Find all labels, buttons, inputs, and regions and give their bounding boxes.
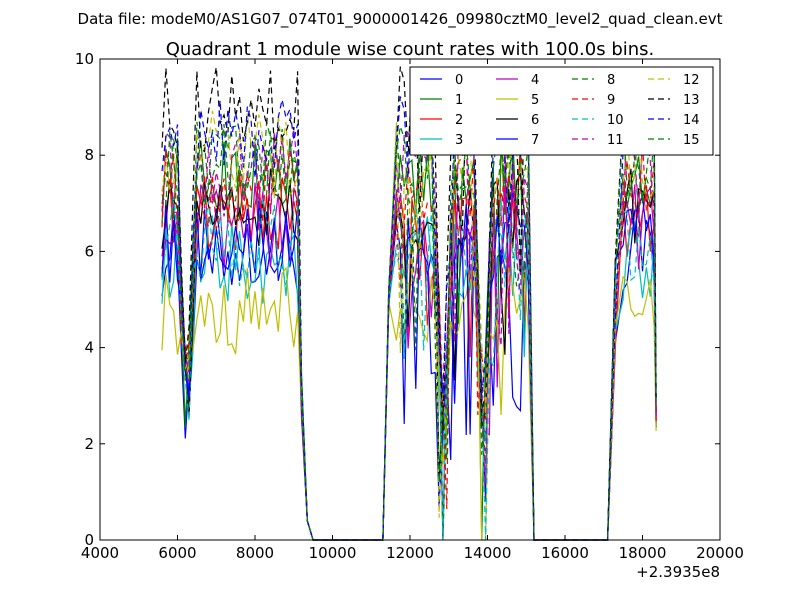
x-tick-label: 8000 bbox=[236, 544, 274, 562]
legend-label-3: 3 bbox=[455, 133, 463, 148]
legend-label-9: 9 bbox=[607, 93, 615, 108]
y-tick-label: 10 bbox=[75, 50, 94, 68]
data-file-label: Data file: modeM0/AS1G07_074T01_90000014… bbox=[78, 10, 723, 29]
x-tick-label: 6000 bbox=[158, 544, 196, 562]
legend-label-10: 10 bbox=[607, 113, 624, 128]
series-line-9 bbox=[161, 143, 657, 541]
legend-box bbox=[409, 66, 714, 156]
x-tick-label: 18000 bbox=[619, 544, 667, 562]
legend-label-12: 12 bbox=[683, 73, 700, 88]
series-line-15 bbox=[161, 114, 657, 541]
x-tick-label: 14000 bbox=[464, 544, 512, 562]
legend-label-13: 13 bbox=[683, 93, 700, 108]
legend-label-11: 11 bbox=[607, 133, 624, 148]
legend-label-2: 2 bbox=[455, 113, 463, 128]
y-tick-label: 6 bbox=[84, 242, 94, 260]
series-line-7 bbox=[161, 192, 657, 541]
x-offset-label: +2.3935e8 bbox=[636, 563, 720, 581]
x-tick-label: 10000 bbox=[309, 544, 357, 562]
plot-lines bbox=[161, 66, 657, 541]
legend-label-5: 5 bbox=[531, 93, 539, 108]
series-line-12 bbox=[161, 110, 657, 541]
legend-label-8: 8 bbox=[607, 73, 615, 88]
x-tick-label: 4000 bbox=[81, 544, 119, 562]
y-tick-label: 2 bbox=[84, 435, 94, 453]
y-tick-label: 4 bbox=[84, 339, 94, 357]
legend-label-6: 6 bbox=[531, 113, 539, 128]
y-tick-label: 8 bbox=[84, 146, 94, 164]
series-line-10 bbox=[161, 197, 657, 541]
x-tick-label: 20000 bbox=[696, 544, 744, 562]
legend-label-0: 0 bbox=[455, 73, 463, 88]
series-line-13 bbox=[161, 66, 657, 541]
x-axis: 4000 6000 8000 10000 12000 14000 16000 18000 200… bbox=[81, 59, 744, 562]
series-line-0 bbox=[161, 208, 657, 541]
y-tick-label: 0 bbox=[84, 531, 94, 549]
legend-label-1: 1 bbox=[455, 93, 463, 108]
x-tick-label: 12000 bbox=[386, 544, 434, 562]
series-line-6 bbox=[161, 168, 657, 541]
series-line-3 bbox=[161, 215, 657, 541]
legend-label-4: 4 bbox=[531, 73, 539, 88]
legend-label-15: 15 bbox=[683, 133, 700, 148]
chart-title: Quadrant 1 module wise count rates with … bbox=[166, 39, 655, 60]
series-line-5 bbox=[161, 266, 657, 541]
x-tick-label: 16000 bbox=[541, 544, 589, 562]
legend-label-7: 7 bbox=[531, 133, 539, 148]
legend-label-14: 14 bbox=[683, 113, 700, 128]
series-line-11 bbox=[161, 128, 657, 541]
